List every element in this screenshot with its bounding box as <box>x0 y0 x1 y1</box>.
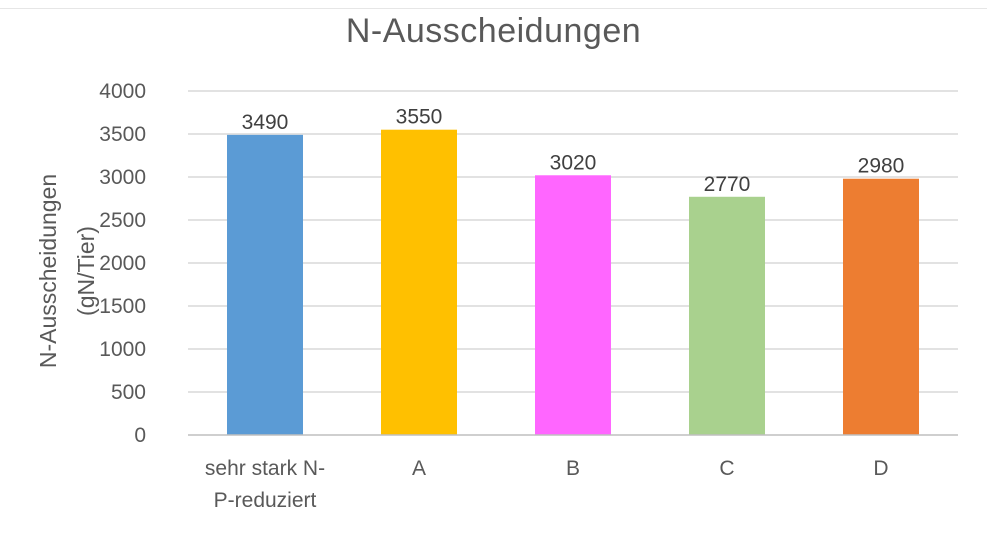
bar <box>381 129 457 435</box>
y-tick-label: 2500 <box>99 209 146 232</box>
y-tick-label: 500 <box>111 381 146 404</box>
category-label: D <box>873 457 888 480</box>
category-label: C <box>719 457 734 480</box>
bar <box>227 134 303 436</box>
y-tick-labels: 0 500 1000 1500 2000 2500 3000 3500 4000 <box>99 80 146 447</box>
y-tick-label: 1000 <box>99 338 146 361</box>
y-tick-label: 3000 <box>99 166 146 189</box>
y-tick-label: 3500 <box>99 123 146 146</box>
data-labels: 3490 3550 3020 2770 2980 <box>242 106 905 196</box>
data-label: 3550 <box>396 106 443 129</box>
y-tick-label: 2000 <box>99 252 146 275</box>
category-label: sehr stark N-P-reduziert <box>205 457 325 512</box>
data-label: 2770 <box>704 173 751 196</box>
bar <box>535 175 611 435</box>
category-label: B <box>566 457 580 480</box>
bar <box>843 178 919 435</box>
chart-title: N-Ausscheidungen <box>345 12 642 50</box>
y-axis-title-text: N-Ausscheidungen (gN/Tier) <box>35 174 99 368</box>
gridlines <box>188 90 958 393</box>
bars <box>227 129 919 436</box>
category-label: A <box>412 457 426 480</box>
data-label: 3490 <box>242 111 289 134</box>
top-divider <box>0 8 987 9</box>
bar <box>689 196 765 435</box>
y-tick-label: 0 <box>134 424 146 447</box>
category-labels: sehr stark N-P-reduziert A B C D <box>205 457 889 512</box>
y-tick-label: 4000 <box>99 80 146 103</box>
y-axis-title: N-Ausscheidungen (gN/Tier) <box>35 174 99 368</box>
y-tick-label: 1500 <box>99 295 146 318</box>
data-label: 3020 <box>550 151 597 174</box>
data-label: 2980 <box>858 155 905 178</box>
